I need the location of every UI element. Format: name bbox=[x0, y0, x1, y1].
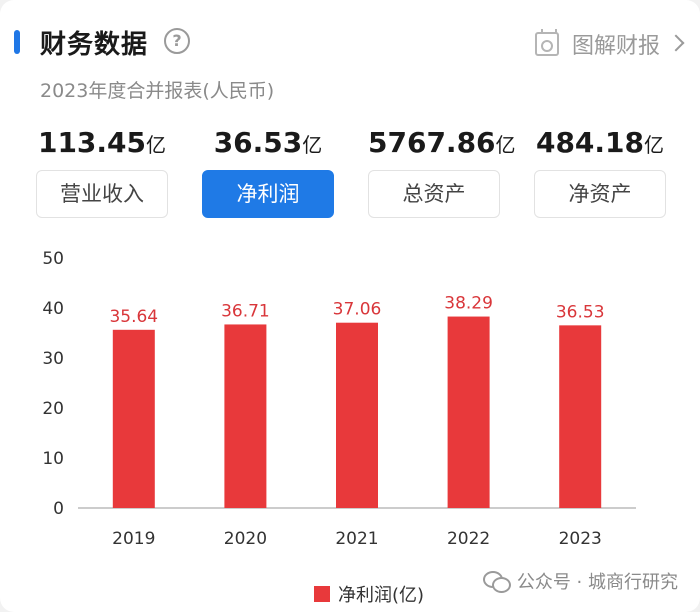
metrics-row: 113.45亿 营业收入 36.53亿 净利润 5767.86亿 总资产 484… bbox=[0, 122, 700, 222]
y-tick-label: 40 bbox=[42, 299, 64, 319]
title-accent-bar bbox=[14, 30, 20, 54]
bar[interactable] bbox=[224, 324, 267, 508]
y-tick-label: 10 bbox=[42, 449, 64, 469]
bar[interactable] bbox=[112, 329, 155, 508]
report-link[interactable]: 图解财报 bbox=[534, 28, 685, 59]
metric-tab-net-assets[interactable]: 净资产 bbox=[534, 170, 666, 218]
bar-data-label: 38.29 bbox=[444, 294, 493, 314]
metric-number: 113.45 bbox=[37, 126, 147, 159]
card-header: 财务数据 ? 图解财报 bbox=[0, 22, 700, 66]
legend-swatch bbox=[314, 586, 330, 602]
y-tick-label: 0 bbox=[53, 499, 64, 519]
x-tick-label: 2021 bbox=[335, 529, 378, 549]
x-tick-label: 2019 bbox=[112, 529, 155, 549]
chevron-right-icon bbox=[667, 34, 685, 52]
y-tick-label: 20 bbox=[42, 399, 64, 419]
metric-value: 484.18亿 bbox=[534, 126, 666, 159]
metric-number: 5767.86 bbox=[368, 126, 496, 159]
metric-number: 36.53 bbox=[213, 126, 303, 159]
metric-unit: 亿 bbox=[495, 133, 516, 157]
bar[interactable] bbox=[559, 325, 602, 508]
question-circle-icon[interactable]: ? bbox=[164, 28, 190, 54]
bar-data-label: 35.64 bbox=[109, 307, 158, 327]
watermark-text: 公众号 · 城商行研究 bbox=[516, 572, 678, 593]
x-tick-label: 2020 bbox=[224, 529, 267, 549]
card-title: 财务数据 bbox=[40, 30, 149, 60]
net-profit-bar-chart: 0 10 20 30 40 50 35.64 2019 36.71 2020 37.06 2021 38… bbox=[42, 249, 636, 606]
bar-data-label: 36.71 bbox=[221, 301, 270, 321]
watermark: 公众号 · 城商行研究 bbox=[482, 568, 678, 594]
metric-number: 484.18 bbox=[535, 126, 645, 159]
metric-value: 113.45亿 bbox=[36, 126, 168, 159]
metric-value: 5767.86亿 bbox=[368, 126, 516, 159]
legend-label: 净利润(亿) bbox=[338, 585, 424, 606]
metric-tab-total-assets[interactable]: 总资产 bbox=[368, 170, 500, 218]
bar-data-label: 36.53 bbox=[556, 302, 605, 322]
x-tick-label: 2023 bbox=[559, 529, 602, 549]
metric-unit: 亿 bbox=[644, 133, 665, 157]
metric-tab-net-profit[interactable]: 净利润 bbox=[202, 170, 334, 218]
y-tick-label: 30 bbox=[42, 349, 64, 369]
x-tick-label: 2022 bbox=[447, 529, 490, 549]
report-link-label: 图解财报 bbox=[571, 34, 660, 59]
report-subtitle: 2023年度合并报表(人民币) bbox=[40, 80, 275, 102]
metric-unit: 亿 bbox=[146, 133, 167, 157]
metric-unit: 亿 bbox=[302, 133, 323, 157]
y-tick-label: 50 bbox=[42, 249, 64, 269]
camera-icon bbox=[534, 29, 559, 56]
bar[interactable] bbox=[336, 322, 378, 508]
bar-data-label: 37.06 bbox=[333, 300, 382, 320]
bar[interactable] bbox=[447, 316, 490, 508]
metric-value: 36.53亿 bbox=[202, 126, 334, 159]
metric-tab-revenue[interactable]: 营业收入 bbox=[36, 170, 168, 218]
wechat-icon bbox=[482, 571, 511, 593]
